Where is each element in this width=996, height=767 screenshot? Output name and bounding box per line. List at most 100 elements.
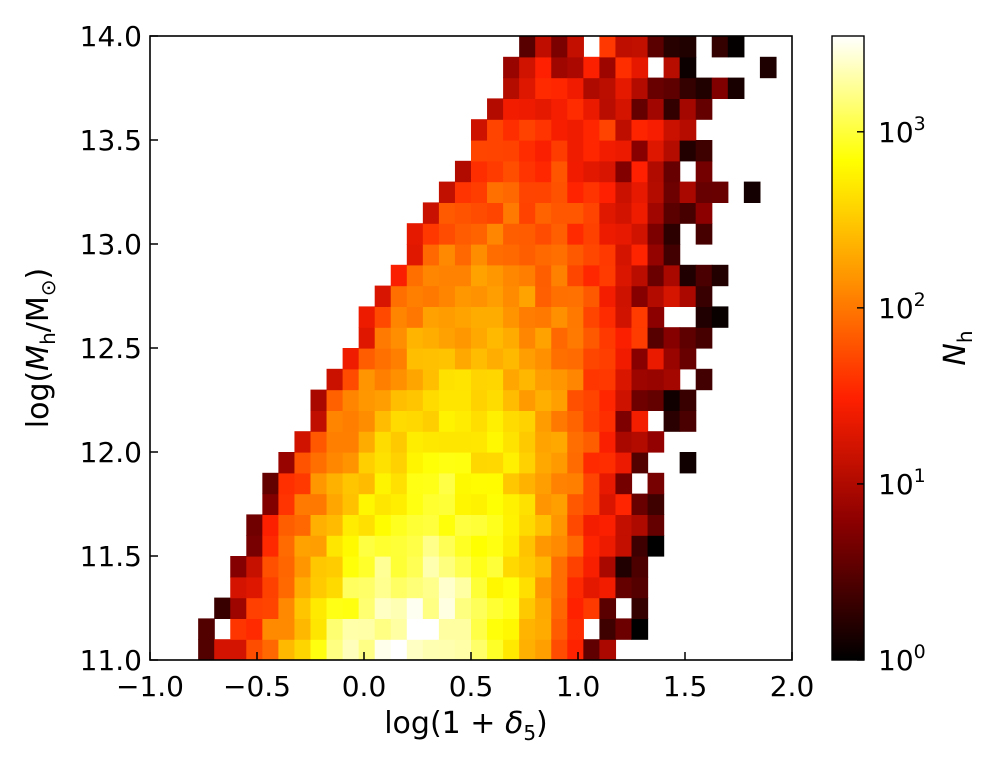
heatmap-cell — [422, 223, 440, 245]
heatmap-cell — [487, 181, 504, 203]
heatmap-cell — [599, 223, 617, 245]
heatmap-cell — [583, 368, 600, 391]
heatmap-cell — [567, 348, 584, 370]
heatmap-cell — [599, 202, 617, 224]
heatmap-cell — [326, 368, 344, 391]
heatmap-cell — [679, 56, 697, 79]
heatmap-cell — [663, 98, 681, 120]
heatmap-cell — [551, 493, 568, 515]
heatmap-cell — [406, 576, 424, 599]
heatmap-cell — [422, 202, 440, 224]
heatmap-cell — [471, 452, 488, 474]
heatmap-cell — [390, 431, 408, 453]
heatmap-cell — [695, 285, 713, 307]
heatmap-cell — [406, 639, 424, 660]
heatmap-cell — [278, 535, 296, 557]
heatmap-cell — [438, 493, 456, 515]
heatmap-cell — [390, 348, 408, 370]
heatmap-cell — [583, 77, 600, 99]
heatmap-cell — [599, 618, 617, 640]
heatmap-cell — [198, 639, 215, 660]
heatmap-cell — [358, 327, 376, 349]
heatmap-cell — [615, 56, 633, 79]
heatmap-cell — [615, 348, 633, 370]
heatmap-cell — [647, 389, 665, 411]
x-tick-label: −0.5 — [223, 670, 291, 703]
heatmap-cell — [454, 368, 472, 391]
heatmap-cell — [471, 410, 488, 432]
heatmap-cell — [503, 160, 520, 183]
heatmap-cell — [551, 327, 568, 349]
heatmap-cell — [599, 244, 617, 266]
heatmap-cell — [615, 264, 633, 287]
heatmap-cell — [647, 244, 665, 266]
heatmap-cell — [503, 348, 520, 370]
heatmap-cell — [374, 452, 392, 474]
x-axis-label: log(1 + δ5) — [384, 706, 548, 745]
heatmap-cell — [214, 639, 231, 660]
y-tick-label: 14.0 — [80, 20, 142, 53]
heatmap-cell — [326, 535, 344, 557]
heatmap-cell — [551, 223, 568, 245]
heatmap-cell — [599, 36, 617, 58]
heatmap-cell — [535, 160, 552, 183]
heatmap-cell — [519, 327, 536, 349]
heatmap-cell — [615, 140, 633, 162]
heatmap-cell — [342, 452, 360, 474]
heatmap-cell — [342, 639, 360, 660]
heatmap-cell — [695, 181, 713, 203]
heatmap-cell — [406, 244, 424, 266]
heatmap-cell — [390, 618, 408, 640]
heatmap-cell — [663, 160, 681, 183]
heatmap-cell — [535, 410, 552, 432]
heatmap-cell — [679, 348, 697, 370]
heatmap-cell — [310, 597, 328, 619]
heatmap-cell — [519, 639, 536, 660]
heatmap-cell — [390, 556, 408, 578]
heatmap-cell — [487, 348, 504, 370]
heatmap-cell — [647, 36, 665, 58]
heatmap-cell — [711, 264, 729, 287]
heatmap-cell — [615, 98, 633, 120]
heatmap-cell — [519, 452, 536, 474]
heatmap-cell — [406, 431, 424, 453]
heatmap-cell — [471, 202, 488, 224]
heatmap-cell — [519, 36, 536, 58]
heatmap-cell — [487, 202, 504, 224]
heatmap-cell — [679, 36, 697, 58]
heatmap-cell — [519, 223, 536, 245]
heatmap-cell — [326, 493, 344, 515]
heatmap-cell — [438, 327, 456, 349]
heatmap-cell — [647, 181, 665, 203]
heatmap-cell — [599, 119, 617, 141]
heatmap-cell — [567, 472, 584, 495]
heatmap-cell — [503, 493, 520, 515]
heatmap-cell — [503, 389, 520, 411]
heatmap-cell — [631, 77, 649, 99]
heatmap-cell — [358, 639, 376, 660]
heatmap-cell — [519, 306, 536, 328]
heatmap-cell — [342, 576, 360, 599]
heatmap-cell — [551, 368, 568, 391]
heatmap-cell — [567, 618, 584, 640]
heatmap-cell — [567, 36, 584, 58]
heatmap-cell — [551, 389, 568, 411]
heatmap-cell — [278, 493, 296, 515]
heatmap-cell — [294, 597, 312, 619]
heatmap-cell — [599, 181, 617, 203]
heatmap-cell — [679, 98, 697, 120]
heatmap-cell — [471, 264, 488, 287]
heatmap-cell — [551, 556, 568, 578]
heatmap-cell — [647, 535, 665, 557]
heatmap-cell — [487, 618, 504, 640]
heatmap-cell — [438, 306, 456, 328]
heatmap-cell — [503, 77, 520, 99]
y-axis-ticks: 11.0 11.5 12.0 12.5 13.0 13.5 14.0 — [80, 20, 158, 677]
heatmap-cell — [567, 98, 584, 120]
heatmap-cell — [342, 535, 360, 557]
heatmap-cell — [358, 514, 376, 536]
heatmap-cell — [551, 264, 568, 287]
heatmap-cell — [406, 452, 424, 474]
heatmap-cell — [406, 514, 424, 536]
heatmap-cell — [487, 556, 504, 578]
